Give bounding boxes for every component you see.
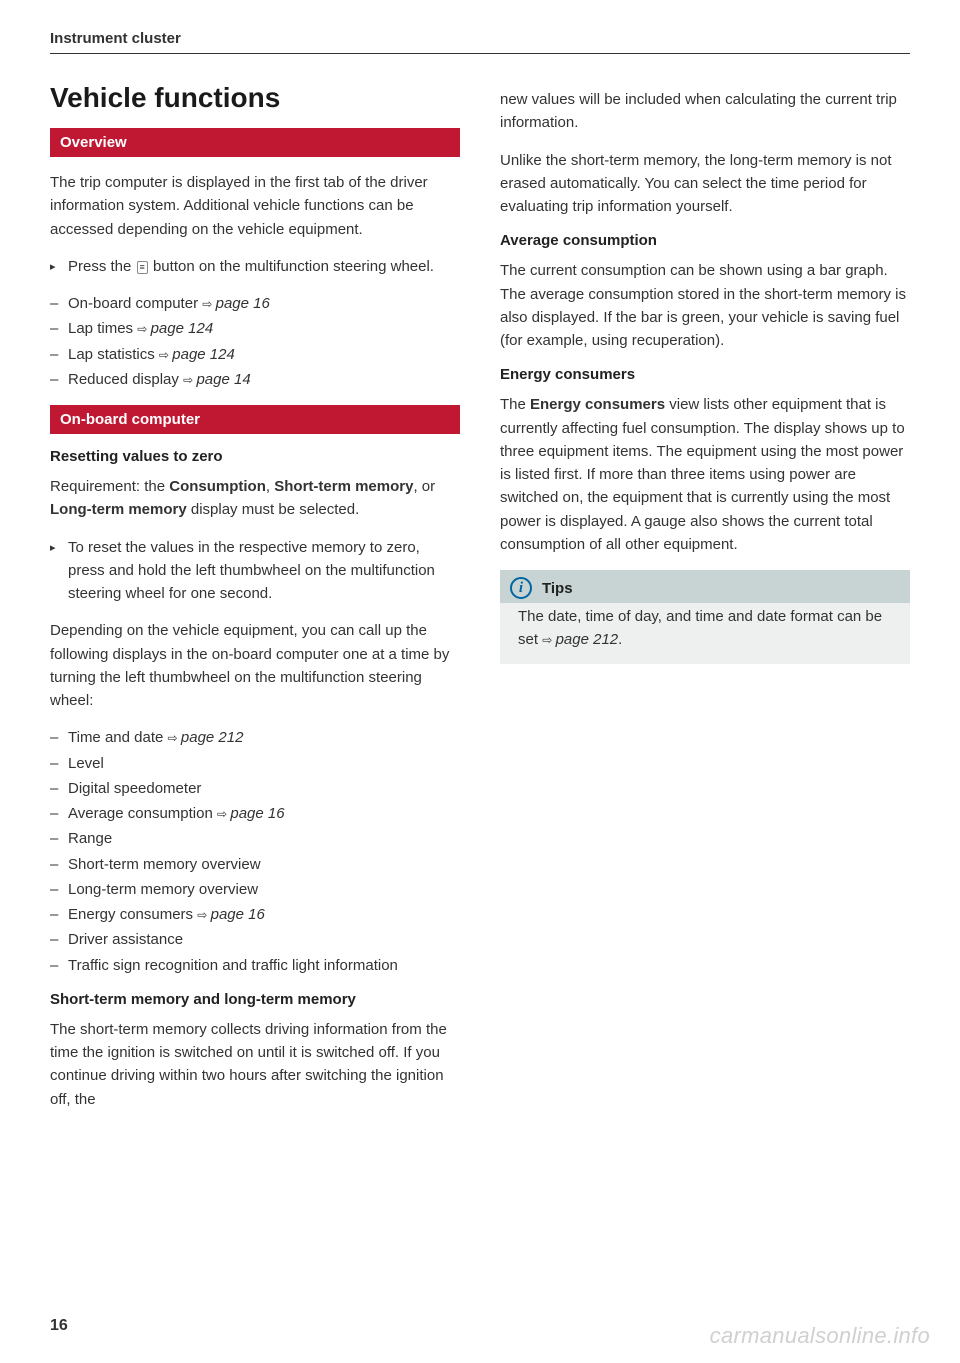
dash-bullet-icon <box>50 317 68 340</box>
list-item-text: Driver assistance <box>68 928 460 951</box>
list-item-text: Short-term memory overview <box>68 853 460 876</box>
dash-bullet-icon <box>50 878 68 901</box>
page-reference: page 124 <box>159 346 235 363</box>
list-item-text: Long-term memory overview <box>68 878 460 901</box>
page-reference: page 212 <box>168 729 244 746</box>
function-list: On-board computer page 16Lap times page … <box>50 292 460 391</box>
section-title: Vehicle functions <box>50 82 460 114</box>
page-reference: page 212 <box>542 631 618 648</box>
page-reference: page 16 <box>202 295 270 312</box>
list-item: Lap statistics page 124 <box>50 343 460 366</box>
press-instruction-text: Press the ≡ button on the multifunction … <box>68 255 460 278</box>
resetting-subhead: Resetting values to zero <box>50 448 460 465</box>
energy-consumers-paragraph: The Energy consumers view lists other eq… <box>500 393 910 556</box>
list-item: Long-term memory overview <box>50 878 460 901</box>
memory-paragraph: The short-term memory collects driving i… <box>50 1018 460 1111</box>
press-instruction: Press the ≡ button on the multifunction … <box>50 255 460 278</box>
dash-bullet-icon <box>50 752 68 775</box>
list-item: Digital speedometer <box>50 777 460 800</box>
dash-bullet-icon <box>50 368 68 391</box>
tips-body: The date, time of day, and time and date… <box>500 603 910 664</box>
memory-continuation-paragraph: new values will be included when calcula… <box>500 88 910 135</box>
tips-box: i Tips The date, time of day, and time a… <box>500 570 910 664</box>
list-item: Time and date page 212 <box>50 726 460 749</box>
requirement-paragraph: Requirement: the Consumption, Short-term… <box>50 475 460 522</box>
energy-consumers-subhead: Energy consumers <box>500 366 910 383</box>
onboard-computer-heading-bar: On-board computer <box>50 405 460 434</box>
dash-bullet-icon <box>50 827 68 850</box>
dash-bullet-icon <box>50 343 68 366</box>
page-header: Instrument cluster <box>50 30 910 54</box>
longterm-memory-paragraph: Unlike the short-term memory, the long-t… <box>500 149 910 219</box>
list-item-text: Lap times page 124 <box>68 317 460 340</box>
page-reference: page 14 <box>183 371 251 388</box>
page-reference: page 16 <box>197 906 265 923</box>
dash-bullet-icon <box>50 903 68 926</box>
avg-consumption-paragraph: The current consumption can be shown usi… <box>500 259 910 352</box>
dash-bullet-icon <box>50 292 68 315</box>
list-item: Reduced display page 14 <box>50 368 460 391</box>
displays-intro-paragraph: Depending on the vehicle equipment, you … <box>50 619 460 712</box>
page-number: 16 <box>50 1317 68 1335</box>
list-item: Traffic sign recognition and traffic lig… <box>50 954 460 977</box>
reset-instruction-list: To reset the values in the respective me… <box>50 536 460 606</box>
dash-bullet-icon <box>50 777 68 800</box>
info-icon: i <box>510 577 532 599</box>
two-column-layout: Vehicle functions Overview The trip comp… <box>50 82 910 1125</box>
list-item-text: Average consumption page 16 <box>68 802 460 825</box>
triangle-bullet-icon <box>50 536 68 606</box>
tips-title: Tips <box>542 580 573 597</box>
list-item: Lap times page 124 <box>50 317 460 340</box>
list-item-text: Range <box>68 827 460 850</box>
list-item-text: Reduced display page 14 <box>68 368 460 391</box>
list-item-text: Traffic sign recognition and traffic lig… <box>68 954 460 977</box>
menu-button-icon: ≡ <box>137 261 148 274</box>
list-item: Energy consumers page 16 <box>50 903 460 926</box>
list-item-text: On-board computer page 16 <box>68 292 460 315</box>
list-item: Level <box>50 752 460 775</box>
memory-subhead: Short-term memory and long-term memory <box>50 991 460 1008</box>
reset-instruction: To reset the values in the respective me… <box>50 536 460 606</box>
dash-bullet-icon <box>50 802 68 825</box>
list-item-text: Time and date page 212 <box>68 726 460 749</box>
dash-bullet-icon <box>50 853 68 876</box>
reset-instruction-text: To reset the values in the respective me… <box>68 536 460 606</box>
page-reference: page 16 <box>217 805 285 822</box>
triangle-bullet-icon <box>50 255 68 278</box>
left-column: Vehicle functions Overview The trip comp… <box>50 82 460 1125</box>
tips-header: i Tips <box>500 570 910 603</box>
list-item-text: Level <box>68 752 460 775</box>
overview-heading-bar: Overview <box>50 128 460 157</box>
right-column: new values will be included when calcula… <box>500 82 910 1125</box>
watermark: carmanualsonline.info <box>710 1323 930 1349</box>
list-item-text: Energy consumers page 16 <box>68 903 460 926</box>
display-list: Time and date page 212 LevelDigital speed… <box>50 726 460 977</box>
dash-bullet-icon <box>50 726 68 749</box>
list-item-text: Lap statistics page 124 <box>68 343 460 366</box>
press-instruction-list: Press the ≡ button on the multifunction … <box>50 255 460 278</box>
dash-bullet-icon <box>50 954 68 977</box>
avg-consumption-subhead: Average consumption <box>500 232 910 249</box>
list-item: Average consumption page 16 <box>50 802 460 825</box>
page-reference: page 124 <box>137 320 213 337</box>
overview-paragraph: The trip computer is displayed in the fi… <box>50 171 460 241</box>
list-item-text: Digital speedometer <box>68 777 460 800</box>
list-item: Short-term memory overview <box>50 853 460 876</box>
dash-bullet-icon <box>50 928 68 951</box>
list-item: On-board computer page 16 <box>50 292 460 315</box>
list-item: Driver assistance <box>50 928 460 951</box>
list-item: Range <box>50 827 460 850</box>
